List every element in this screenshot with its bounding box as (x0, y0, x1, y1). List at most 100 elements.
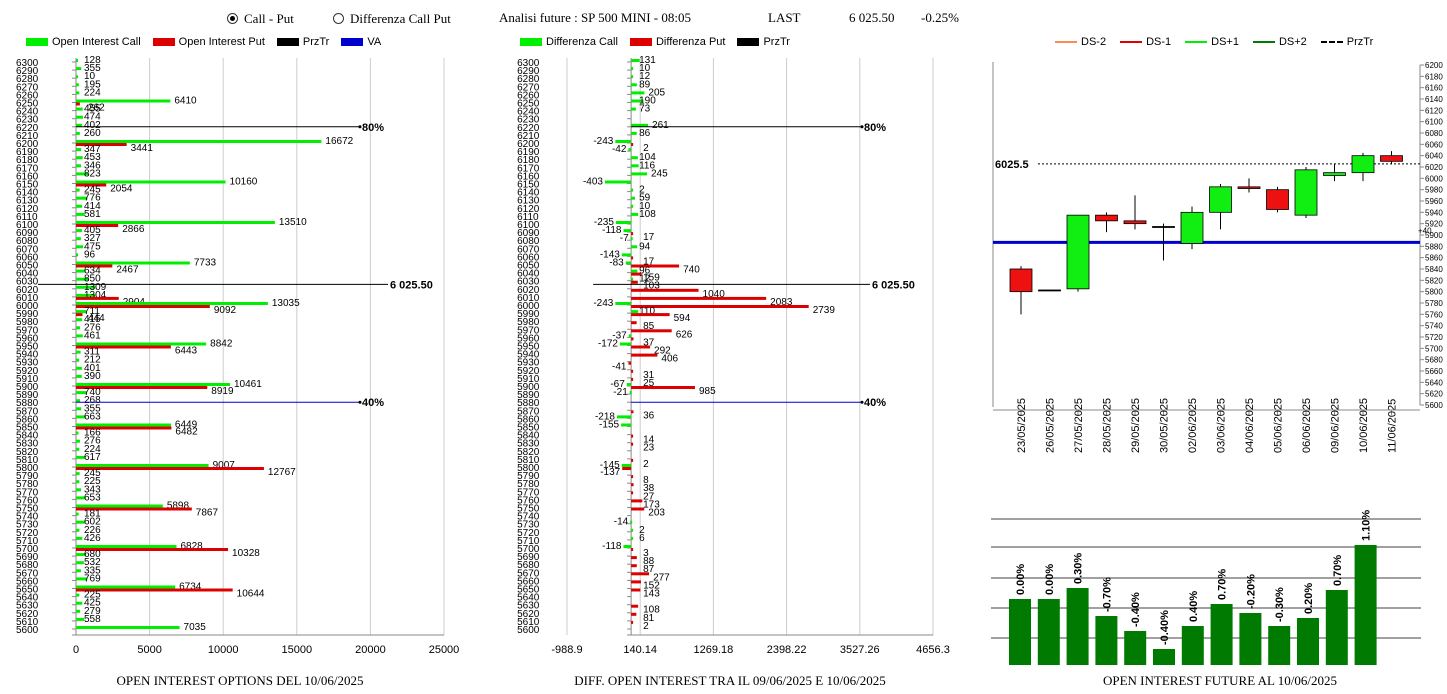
bar-call (76, 83, 79, 87)
y-tick-label: 6140 (517, 188, 540, 199)
oi-bar-label: 0.40% (1188, 591, 1200, 622)
bar-call (631, 188, 634, 192)
x-tick-label: 02/06/2025 (1187, 398, 1199, 453)
radio-call-put[interactable]: Call - Put (227, 11, 294, 27)
bar-call (631, 204, 634, 208)
bar-call (76, 569, 81, 573)
bar-call (76, 310, 87, 314)
bar-call (621, 253, 632, 257)
bar-call-label: 10160 (230, 177, 258, 188)
bar-call-label: 602 (84, 517, 101, 528)
y-tick-label: 5680 (16, 560, 39, 571)
bar-put-label: 3 (643, 548, 649, 559)
bar-call (76, 520, 85, 524)
y-tick-label: 6040 (1425, 152, 1443, 161)
bar-put-label: 7867 (196, 508, 219, 519)
bar-call (76, 245, 83, 249)
level-80-label: 80% (864, 122, 886, 134)
bar-call (623, 545, 632, 548)
bar-put (631, 442, 634, 446)
bar-put (631, 345, 651, 349)
level-40-marker (860, 400, 864, 404)
y-tick-label: 5660 (517, 576, 540, 587)
bar-call (619, 342, 632, 346)
bar-put (631, 386, 695, 389)
legend-label: PrzTr (1346, 36, 1374, 48)
open-interest-options-chart: 0 5000 10000 15000 20000 25000 630062906280627… (16, 55, 459, 655)
y-tick-label: 6290 (16, 66, 39, 77)
bar-call-label: 680 (84, 549, 101, 560)
footer-right: OPEN INTEREST FUTURE AL 10/06/2025 (1102, 673, 1337, 688)
radio-unselected-icon[interactable] (333, 13, 344, 24)
bar-put-label: 173 (643, 499, 660, 510)
bar-call-label: 195 (84, 79, 101, 90)
y-tick-label: 5610 (517, 617, 540, 628)
bar-call (631, 83, 637, 87)
y-tick-label: 6270 (16, 82, 39, 93)
bar-put-label: 14 (643, 435, 655, 446)
y-tick-label: 5750 (517, 504, 540, 515)
bar-call (631, 67, 634, 71)
radio-diff[interactable]: Differenza Call Put (333, 11, 451, 27)
bar-put-label: 36 (643, 410, 655, 421)
bar-call (76, 188, 80, 192)
bar-call (76, 553, 87, 557)
bar-put-label: 2 (643, 459, 649, 470)
y-tick-label: 5910 (16, 374, 39, 385)
bar-call-label: 94 (639, 241, 651, 252)
przTr-label: 6 025.50 (390, 279, 433, 291)
bar-call-label: -83 (609, 258, 624, 269)
bar-call-label: 343 (84, 484, 101, 495)
y-tick-label: 5720 (517, 528, 540, 539)
oi-bar (1124, 631, 1147, 665)
bar-put-label: 143 (643, 589, 660, 600)
legend-swatch-przTr (276, 38, 299, 46)
bar-call-label: 13510 (279, 217, 307, 228)
bar-call-label: 116 (639, 160, 655, 171)
y-tick-label: 5720 (1425, 333, 1443, 342)
bar-call-label: 311 (84, 347, 100, 358)
y-tick-label: 6120 (16, 204, 39, 215)
bar-put (631, 620, 634, 624)
y-tick-label: 6120 (517, 204, 540, 215)
legend-swatch-ds-2 (1055, 41, 1077, 43)
bar-call-label: 6734 (179, 582, 202, 593)
y-tick-label: 5950 (517, 342, 540, 353)
x-tick-label: 28/05/2025 (1102, 398, 1114, 453)
bar-call-label: 474 (84, 112, 101, 123)
y-tick-label: 5780 (1425, 299, 1443, 308)
y-tick-label: 5740 (1425, 322, 1443, 331)
y-tick-label: 5680 (517, 560, 540, 571)
y-tick-label: 5950 (16, 342, 39, 353)
bar-put (76, 386, 208, 389)
y-tick-label: 5900 (517, 382, 540, 393)
y-tick-label: 6070 (16, 244, 39, 255)
y-tick-label: 6090 (16, 228, 39, 239)
radio-selected-icon[interactable] (227, 13, 238, 24)
x-tick-label: 10000 (208, 644, 239, 655)
y-tick-label: 6230 (16, 115, 39, 126)
y-tick-label: 5700 (1425, 344, 1443, 353)
bar-put-label: 87 (643, 564, 655, 575)
y-tick-label: 6050 (517, 261, 540, 272)
bar-put (631, 353, 658, 357)
bar-call-label: 617 (84, 452, 101, 463)
bar-put (631, 475, 634, 479)
bar-put-label: 85 (643, 321, 655, 332)
bar-call-label: 634 (84, 266, 101, 277)
y-tick-label: 6130 (517, 196, 540, 207)
bar-call-label: 453 (84, 152, 101, 163)
y-tick-label: 5770 (16, 487, 39, 498)
bar-call-label: 276 (84, 436, 101, 447)
va-label: +40 (1418, 226, 1432, 235)
bar-put (631, 580, 641, 584)
bar-call (76, 504, 163, 508)
bar-call-label: 205 (648, 87, 665, 98)
y-tick-label: 6200 (1425, 61, 1443, 70)
bar-call-label: -145 (600, 460, 620, 471)
left-legend: Open Interest Call Open Interest Put Prz… (26, 36, 381, 48)
oi-bar-label: -0.40% (1159, 610, 1171, 645)
y-tick-label: 5760 (16, 495, 39, 506)
bar-call (631, 107, 636, 111)
bar-call-label: 740 (84, 387, 101, 398)
